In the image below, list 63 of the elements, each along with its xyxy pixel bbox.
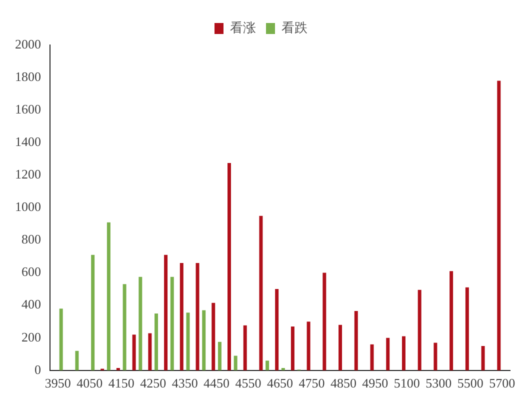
y-tick-label: 200: [22, 329, 41, 344]
legend-label: 看跌: [282, 20, 308, 35]
y-tick-label: 1800: [15, 68, 41, 84]
bar: [180, 263, 184, 370]
y-tick-label: 2000: [15, 36, 41, 52]
bar: [106, 222, 110, 370]
x-tick-label: 4250: [140, 376, 166, 391]
bar: [306, 322, 310, 370]
x-tick-label: 4550: [235, 376, 262, 391]
bar: [386, 338, 390, 370]
bar: [322, 272, 326, 370]
y-tick-label: 1600: [15, 102, 41, 116]
bar: [266, 360, 270, 370]
bar: [338, 324, 342, 370]
bar: [234, 356, 238, 370]
bar: [402, 336, 406, 370]
y-tick-label: 800: [22, 232, 41, 247]
y-tick-label: 600: [22, 264, 41, 280]
bar: [202, 310, 206, 370]
x-tick-label: 4150: [108, 376, 134, 391]
x-tick-label: 4850: [330, 376, 356, 391]
bar: [259, 216, 263, 370]
bar: [148, 333, 152, 370]
x-tick-label: 4750: [298, 376, 325, 391]
bar: [450, 271, 454, 370]
x-tick-label: 5500: [457, 376, 484, 391]
bar: [170, 276, 174, 370]
x-tick-label: 4950: [362, 376, 388, 391]
x-tick-label: 5700: [489, 376, 516, 391]
x-tick-label: 5300: [426, 376, 452, 391]
bar: [497, 80, 501, 370]
x-tick-label: 3950: [44, 376, 71, 391]
bar: [354, 311, 358, 370]
bar: [75, 350, 79, 370]
bar: [434, 342, 438, 370]
bar: [154, 313, 158, 370]
x-tick-label: 4350: [172, 376, 198, 391]
bar: [227, 162, 231, 370]
x-tick-label: 4650: [267, 376, 293, 391]
bar: [132, 334, 136, 370]
bar: [196, 263, 200, 370]
bar: [122, 284, 126, 370]
bar: [481, 346, 485, 370]
bar: [212, 302, 216, 370]
y-tick-label: 1400: [15, 134, 41, 150]
bar: [465, 287, 469, 370]
y-tick-label: 400: [22, 296, 41, 312]
y-tick-label: 1000: [15, 199, 41, 214]
y-tick-label: 0: [34, 362, 41, 377]
bar: [138, 276, 142, 370]
bar: [164, 254, 168, 370]
bar: [218, 342, 222, 370]
x-tick-label: 4050: [76, 376, 103, 391]
bar: [418, 290, 422, 370]
x-tick-label: 4450: [204, 376, 230, 391]
bar: [91, 254, 95, 370]
bar: [59, 308, 63, 370]
x-tick-label: 5100: [394, 376, 420, 391]
bar: [275, 289, 279, 370]
y-tick-label: 1200: [15, 166, 41, 182]
bar: [290, 326, 294, 370]
legend-label: 看涨: [230, 20, 256, 35]
bar: [243, 325, 247, 370]
